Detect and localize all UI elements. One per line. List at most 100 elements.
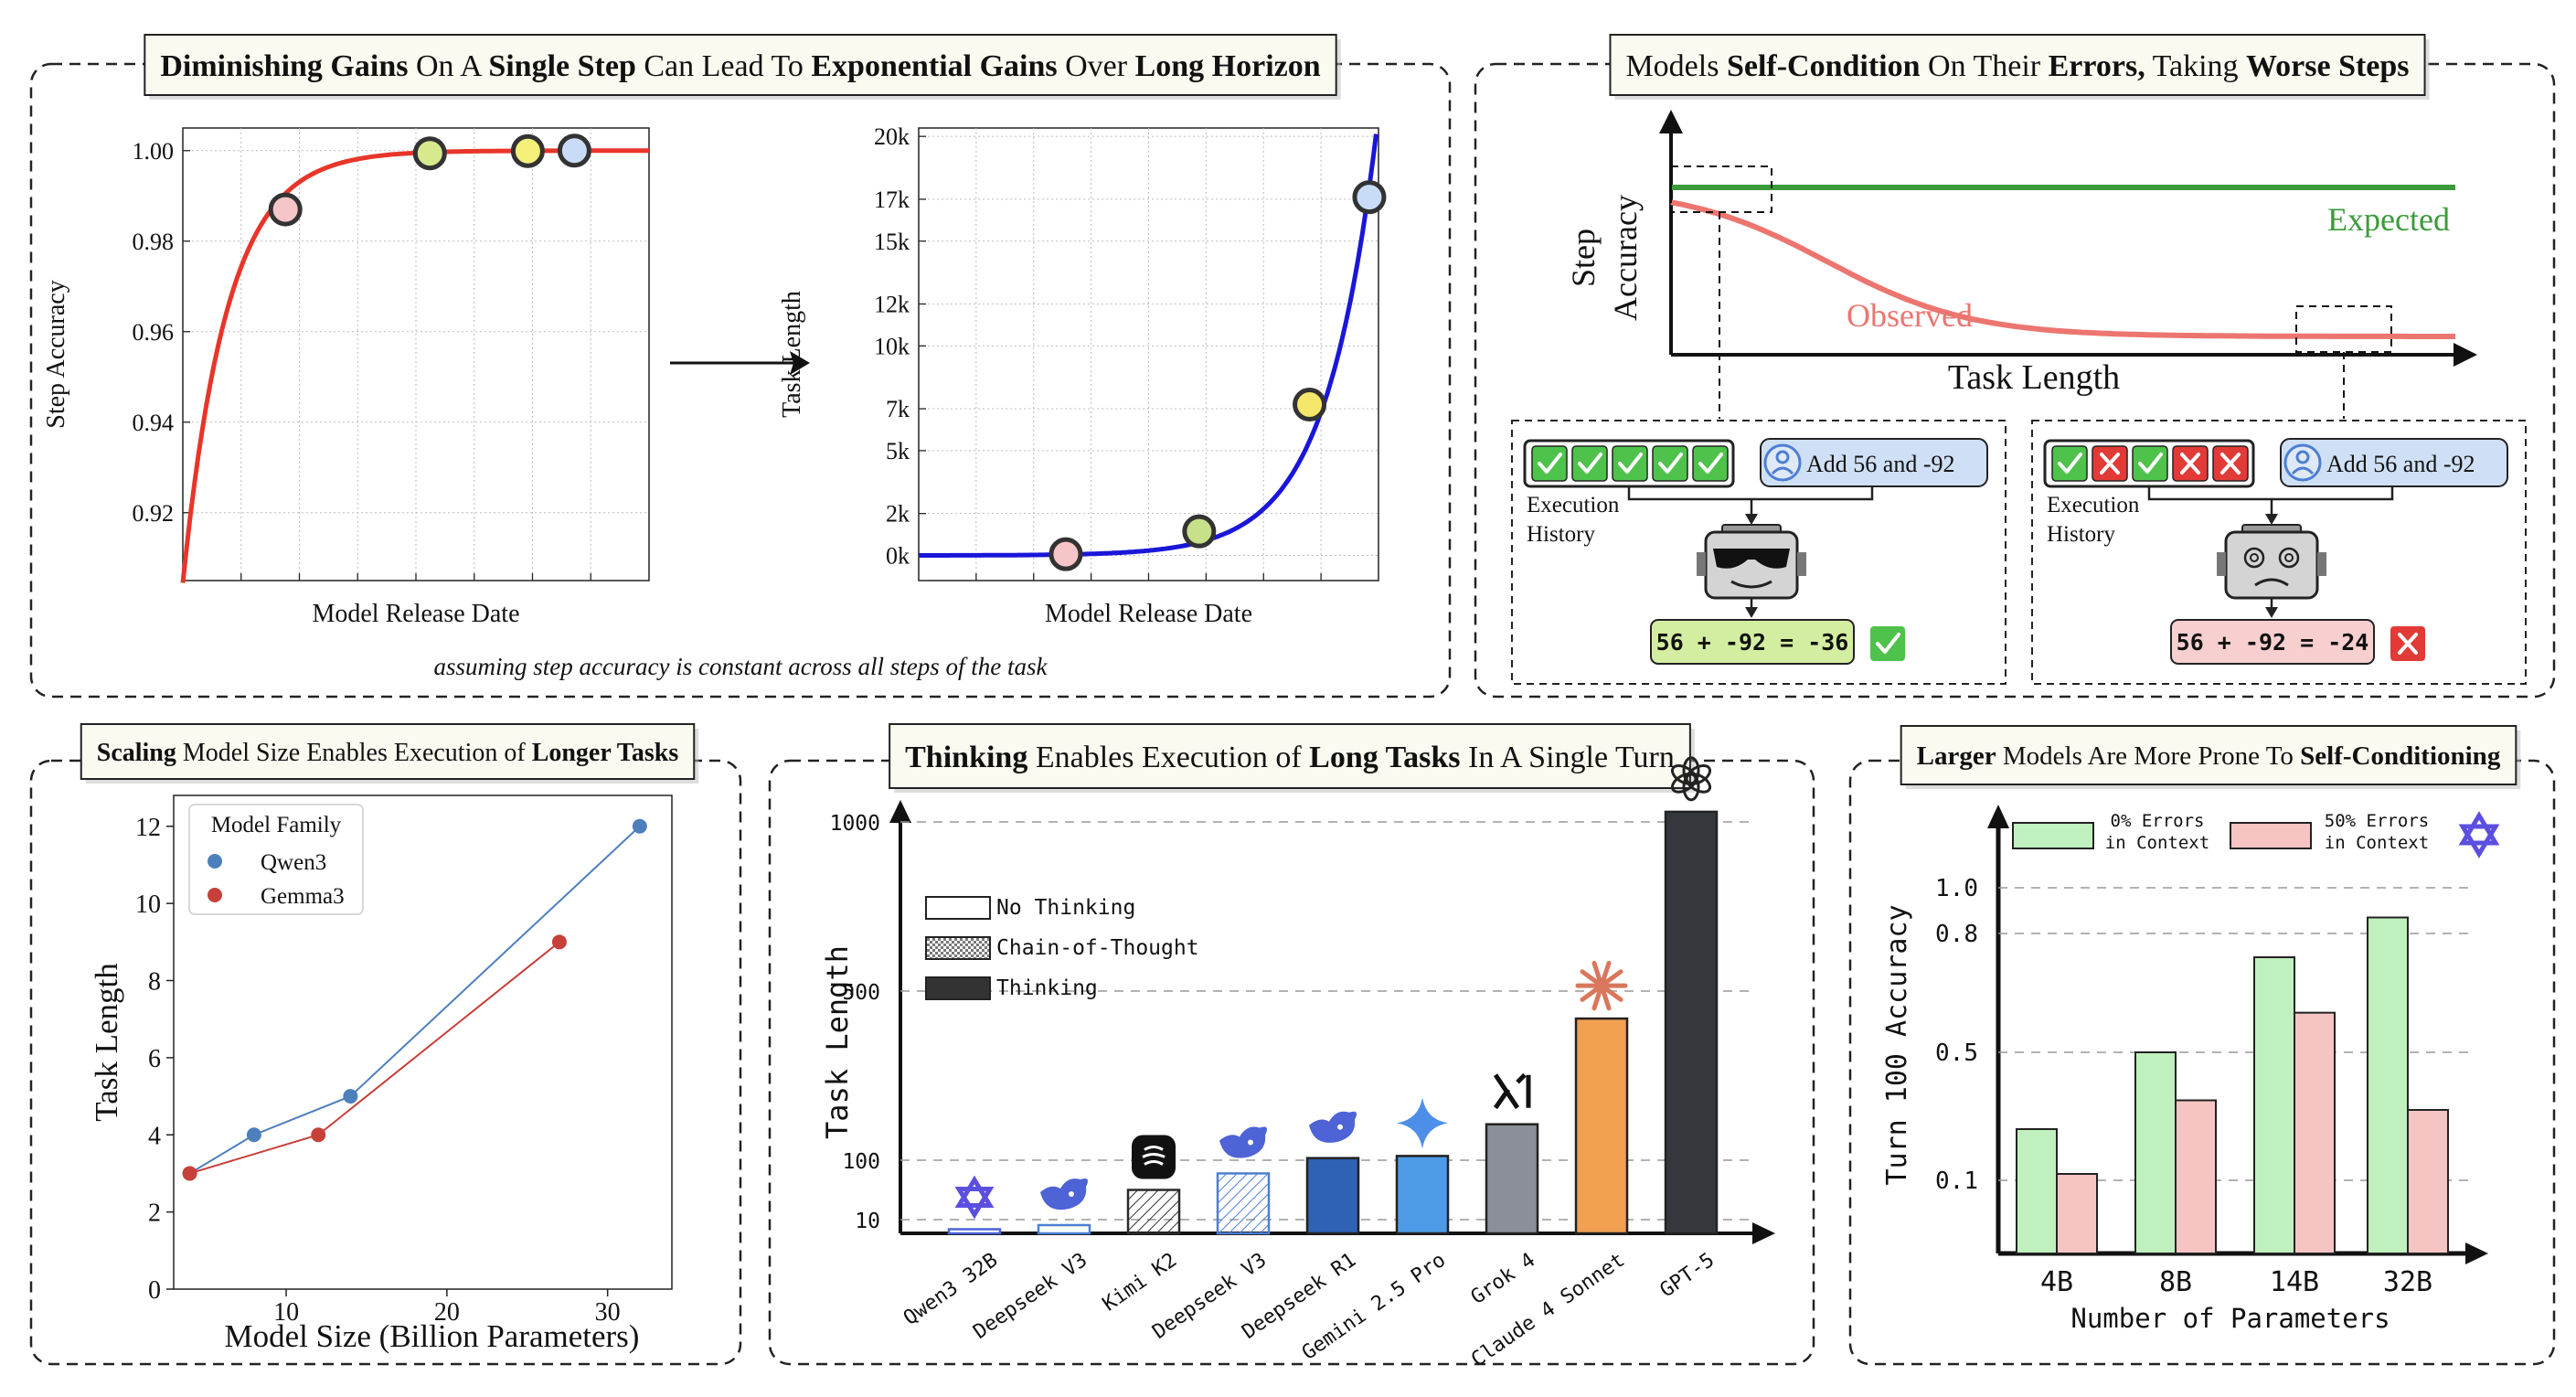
panel-title-horizon-text: Diminishing Gains On A Single Step Can L… — [160, 49, 1320, 83]
prompt-bubble — [1760, 438, 1988, 487]
series-point-qwen3 — [632, 818, 647, 834]
series-line-gemma3 — [189, 941, 560, 1175]
y-axis-label: Task Length — [89, 963, 124, 1122]
x-axis-label: Number of Parameters — [2070, 1303, 2390, 1334]
y-tick-label: 12k — [874, 292, 910, 318]
y-tick-label: 0.96 — [133, 319, 175, 346]
y-axis-label: Task Length — [820, 945, 855, 1139]
panel-title-scaling-box — [80, 723, 696, 780]
bar — [1216, 1172, 1271, 1235]
check-icon — [2132, 445, 2168, 482]
check-icon — [1571, 445, 1608, 482]
x-axis-arrow — [1752, 1222, 1775, 1244]
series-point-gemma3 — [311, 1127, 326, 1143]
observed-curve — [1670, 199, 2455, 339]
prompt-text: Add 56 and -92 — [1806, 451, 1954, 477]
panel-frame-horizon — [29, 62, 1452, 698]
chart-step-accuracy: 0.92 0.94 0.96 0.98 1.00 Model Release Date St… — [42, 127, 650, 628]
panel-title-scaling-text: Scaling Model Size Enables Execution of … — [97, 739, 679, 767]
cross-mark — [2180, 453, 2200, 475]
history-label: History — [2047, 522, 2116, 547]
series-point-qwen3 — [343, 1089, 358, 1104]
answer-text: 56 + -92 = -24 — [2177, 629, 2369, 656]
y-axis-label: Turn 100 Accuracy — [1881, 904, 1913, 1185]
kimi-icon — [1132, 1135, 1176, 1179]
x-tick-label: Claude 4 Sonnet — [1467, 1249, 1629, 1371]
merge-connector — [1627, 486, 1874, 501]
claude-icon — [1580, 983, 1604, 1002]
y-tick-label: 10 — [855, 1210, 880, 1233]
y-tick-label: 4 — [148, 1122, 161, 1150]
legend-swatch — [925, 936, 991, 960]
length-point — [1182, 514, 1217, 549]
dizzy-eye — [2278, 547, 2300, 569]
series-point-qwen3 — [246, 1127, 261, 1143]
bad-case-frame — [2031, 420, 2527, 685]
title-segment: Single Step — [488, 49, 636, 83]
cross-mark — [2220, 453, 2241, 475]
legend-swatch — [2230, 822, 2312, 849]
y-axis-arrow — [1659, 110, 1683, 133]
bar-zero-errors — [2134, 1051, 2177, 1254]
x-axis-label: Task Length — [1948, 358, 2120, 397]
bar-fifty-errors — [2294, 1011, 2336, 1254]
y-tick-label: 0.92 — [133, 500, 175, 527]
panel-title-selfconditioning-size-text: Larger Models Are More Prone To Self-Con… — [1917, 741, 2501, 771]
title-segment: Worse Steps — [2246, 49, 2410, 83]
check-mark — [1618, 453, 1643, 474]
y-tick-label: 1.0 — [1935, 875, 1978, 902]
panel-title-selfconditioning-size: Larger Models Are More Prone To Self-Con… — [1900, 725, 2521, 789]
history-label: Execution — [1527, 493, 1620, 517]
robot-frown — [2254, 578, 2289, 587]
title-segment: Models — [1625, 49, 1727, 83]
title-segment: Taking — [2145, 49, 2246, 83]
check-mark — [2058, 453, 2082, 474]
answer-box — [2170, 619, 2375, 665]
x-tick-label: 32B — [2383, 1266, 2432, 1298]
to-answer-head — [1745, 607, 1758, 618]
merge-connector — [2147, 486, 2394, 501]
y-axis-label: Accuracy — [1607, 195, 1644, 321]
robot-ear — [2217, 552, 2226, 576]
title-segment: Self-Conditioning — [2300, 741, 2501, 771]
accuracy-point — [268, 192, 303, 227]
user-icon-head — [1775, 450, 1790, 464]
y-tick-label: 20k — [874, 123, 910, 150]
robot-ear — [1697, 552, 1706, 576]
series-point-gemma3 — [551, 934, 567, 950]
xai-icon — [1493, 1072, 1531, 1110]
y-tick-label: 0k — [886, 543, 910, 570]
deepseek-icon-eye — [1248, 1139, 1253, 1146]
check-mark — [2138, 453, 2163, 474]
bar — [1037, 1223, 1091, 1235]
bar-fifty-errors — [2407, 1109, 2449, 1254]
title-segment: Models Are More Prone To — [1996, 741, 2301, 771]
legend-label: Gemma3 — [261, 884, 345, 909]
y-tick-label: 0.94 — [133, 410, 175, 436]
title-segment: Long Tasks — [1309, 741, 1460, 774]
title-segment: Errors, — [2049, 49, 2145, 83]
qwen-icon — [954, 1175, 995, 1208]
title-segment: In A Single Turn — [1461, 741, 1675, 774]
panel-title-thinking-text: Thinking Enables Execution of Long Tasks… — [905, 741, 1675, 774]
bar — [1485, 1123, 1539, 1235]
bar — [1395, 1155, 1450, 1235]
title-segment: Thinking — [905, 741, 1027, 774]
y-tick-label: 0.1 — [1935, 1168, 1978, 1195]
claude-icon — [1599, 969, 1623, 988]
legend-line: 50% Errors — [2325, 811, 2429, 831]
legend-label: Qwen3 — [261, 850, 326, 875]
title-segment: Longer Tasks — [532, 739, 679, 767]
kimi-icon-lines — [1142, 1146, 1166, 1166]
robot-smile — [1730, 580, 1772, 589]
check-mark — [1578, 453, 1602, 474]
legend-line: in Context — [2325, 833, 2429, 853]
title-segment: Enables Execution of — [1027, 741, 1309, 774]
qwen-icon-b — [2458, 824, 2500, 858]
qwen-icon-b — [954, 1187, 995, 1220]
deepseek-icon-eye — [1069, 1191, 1074, 1197]
to-robot-head — [1745, 514, 1758, 525]
robot-icon — [2224, 530, 2319, 600]
claude-icon — [1591, 983, 1604, 1011]
